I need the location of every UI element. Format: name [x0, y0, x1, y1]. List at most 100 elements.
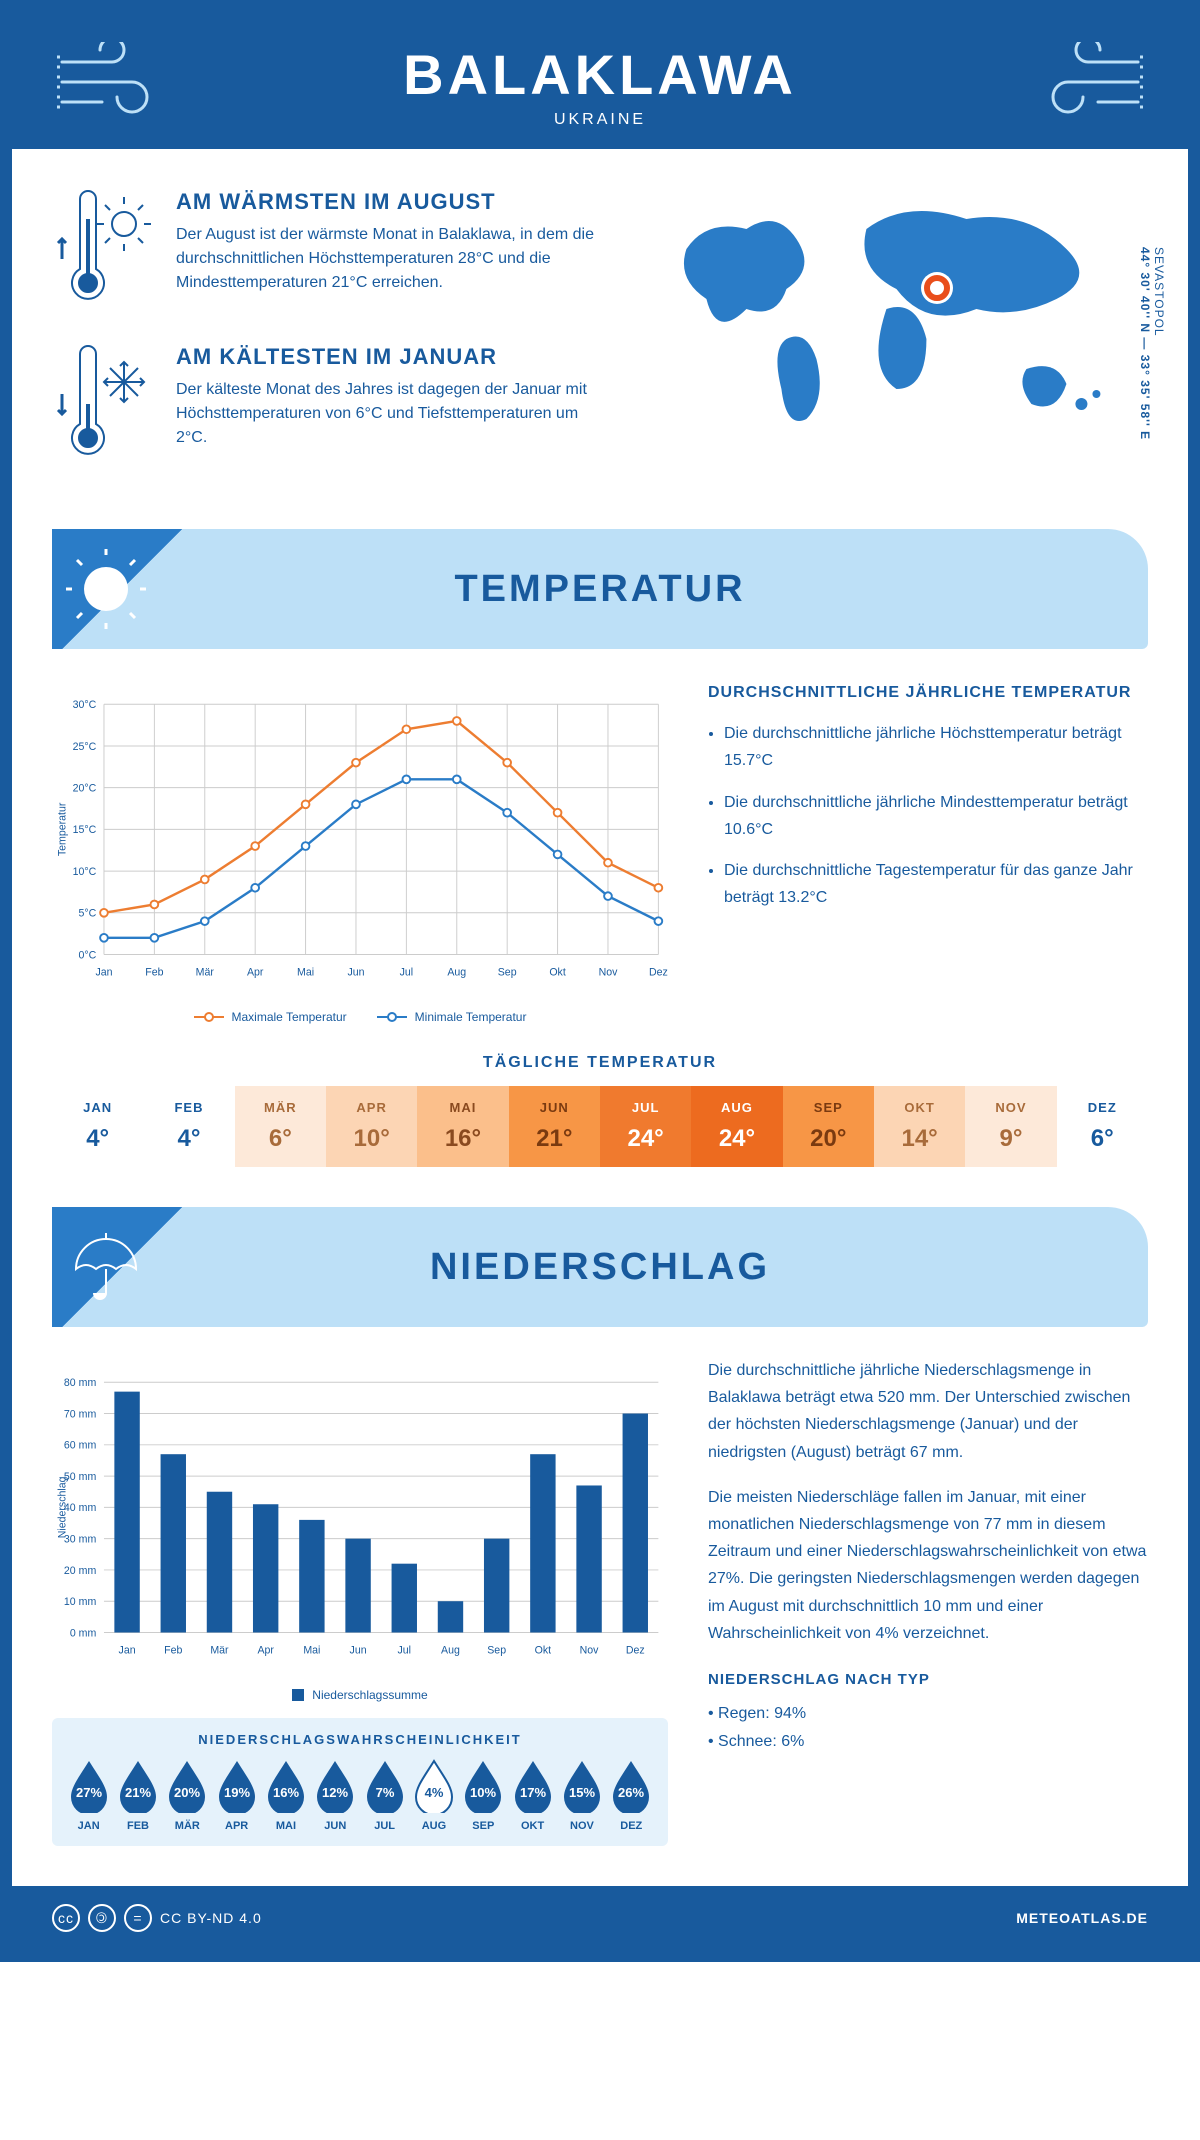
svg-text:Jul: Jul — [400, 967, 414, 979]
section-banner-temperature: TEMPERATUR — [52, 529, 1148, 649]
precip-drop: 16% MAI — [263, 1757, 308, 1832]
svg-text:Sep: Sep — [498, 967, 517, 979]
precip-drop: 19% APR — [214, 1757, 259, 1832]
coordinates: SEVASTOPOL44° 30' 40'' N — 33° 35' 58'' … — [1138, 189, 1166, 499]
precip-drop: 4% AUG — [411, 1757, 456, 1832]
svg-text:15%: 15% — [569, 1785, 595, 1800]
svg-text:Mai: Mai — [303, 1645, 320, 1657]
chart-legend: Niederschlagssumme — [52, 1688, 668, 1702]
svg-text:20%: 20% — [174, 1785, 200, 1800]
daily-temp-cell: NOV9° — [965, 1086, 1056, 1167]
page-subtitle: UKRAINE — [52, 111, 1148, 129]
sun-icon — [52, 529, 192, 649]
svg-text:70 mm: 70 mm — [64, 1408, 97, 1420]
header: BALAKLAWA UKRAINE — [12, 12, 1188, 149]
svg-text:Apr: Apr — [247, 967, 264, 979]
svg-text:5°C: 5°C — [79, 908, 97, 920]
summary-bullet: Die durchschnittliche jährliche Höchstte… — [724, 720, 1148, 774]
precip-summary: Die durchschnittliche jährliche Niedersc… — [708, 1357, 1148, 1846]
daily-temp-cell: JUL24° — [600, 1086, 691, 1167]
precip-bar-chart: 0 mm10 mm20 mm30 mm40 mm50 mm60 mm70 mm8… — [52, 1357, 668, 1702]
fact-warmest: AM WÄRMSTEN IM AUGUST Der August ist der… — [52, 189, 605, 314]
svg-text:Sep: Sep — [487, 1645, 506, 1657]
precip-drop: 10% SEP — [461, 1757, 506, 1832]
daily-temp-cell: FEB4° — [143, 1086, 234, 1167]
nd-icon: = — [124, 1904, 152, 1932]
summary-bullet: Die durchschnittliche jährliche Mindestt… — [724, 789, 1148, 843]
precip-drop: 21% FEB — [115, 1757, 160, 1832]
wind-icon — [1028, 42, 1148, 122]
svg-text:4%: 4% — [425, 1785, 444, 1800]
svg-text:Dez: Dez — [626, 1645, 645, 1657]
daily-temp-cell: OKT14° — [874, 1086, 965, 1167]
precip-drop: 27% JAN — [66, 1757, 111, 1832]
wind-icon — [52, 42, 172, 122]
daily-temp-cell: APR10° — [326, 1086, 417, 1167]
daily-temp-cell: DEZ6° — [1057, 1086, 1148, 1167]
daily-temp-cell: AUG24° — [691, 1086, 782, 1167]
daily-temp-cell: MAI16° — [417, 1086, 508, 1167]
summary-bullet: Die durchschnittliche Tagestemperatur fü… — [724, 857, 1148, 911]
svg-text:15°C: 15°C — [73, 824, 97, 836]
daily-temp-title: TÄGLICHE TEMPERATUR — [52, 1054, 1148, 1072]
svg-text:0 mm: 0 mm — [70, 1627, 97, 1639]
svg-text:Nov: Nov — [580, 1645, 600, 1657]
svg-text:26%: 26% — [618, 1785, 644, 1800]
svg-text:12%: 12% — [322, 1785, 348, 1800]
svg-text:16%: 16% — [273, 1785, 299, 1800]
daily-temp-cell: JUN21° — [509, 1086, 600, 1167]
svg-text:Jun: Jun — [347, 967, 364, 979]
daily-temp-cell: JAN4° — [52, 1086, 143, 1167]
precip-drop: 20% MÄR — [165, 1757, 210, 1832]
svg-text:Jul: Jul — [398, 1645, 412, 1657]
svg-text:17%: 17% — [520, 1785, 546, 1800]
svg-text:Mär: Mär — [210, 1645, 229, 1657]
svg-text:19%: 19% — [224, 1785, 250, 1800]
precip-drop: 12% JUN — [313, 1757, 358, 1832]
fact-coldest: AM KÄLTESTEN IM JANUAR Der kälteste Mona… — [52, 344, 605, 469]
temperature-summary: DURCHSCHNITTLICHE JÄHRLICHE TEMPERATUR D… — [708, 679, 1148, 1024]
daily-temp-cell: SEP20° — [783, 1086, 874, 1167]
thermometer-snow-icon — [52, 344, 152, 469]
svg-text:Temperatur: Temperatur — [56, 802, 68, 856]
svg-text:0°C: 0°C — [79, 949, 97, 961]
svg-text:7%: 7% — [375, 1785, 394, 1800]
world-map — [645, 189, 1148, 449]
precip-type-line: • Schnee: 6% — [708, 1728, 1148, 1755]
section-title: NIEDERSCHLAG — [430, 1246, 770, 1289]
precip-type-line: • Regen: 94% — [708, 1700, 1148, 1727]
svg-text:10 mm: 10 mm — [64, 1596, 97, 1608]
fact-text: Der kälteste Monat des Jahres ist dagege… — [176, 378, 605, 450]
svg-text:Okt: Okt — [549, 967, 566, 979]
fact-title: AM KÄLTESTEN IM JANUAR — [176, 344, 605, 370]
footer: cc 🄯 = CC BY-ND 4.0 METEOATLAS.DE — [12, 1886, 1188, 1950]
umbrella-icon — [52, 1207, 192, 1327]
svg-text:10%: 10% — [470, 1785, 496, 1800]
map-marker-icon — [924, 275, 950, 301]
svg-text:10°C: 10°C — [73, 866, 97, 878]
svg-text:40 mm: 40 mm — [64, 1502, 97, 1514]
precip-probability-box: NIEDERSCHLAGSWAHRSCHEINLICHKEIT 27% JAN … — [52, 1718, 668, 1846]
svg-text:Okt: Okt — [535, 1645, 552, 1657]
svg-text:50 mm: 50 mm — [64, 1471, 97, 1483]
chart-legend: Maximale Temperatur Minimale Temperatur — [52, 1010, 668, 1024]
svg-text:27%: 27% — [76, 1785, 102, 1800]
brand: METEOATLAS.DE — [1016, 1910, 1148, 1926]
temperature-line-chart: 0°C5°C10°C15°C20°C25°C30°CJanFebMärAprMa… — [52, 679, 668, 1024]
svg-text:Feb: Feb — [164, 1645, 182, 1657]
svg-text:30 mm: 30 mm — [64, 1534, 97, 1546]
license: cc 🄯 = CC BY-ND 4.0 — [52, 1904, 262, 1932]
svg-text:21%: 21% — [125, 1785, 151, 1800]
svg-text:Jun: Jun — [350, 1645, 367, 1657]
svg-text:Nov: Nov — [599, 967, 619, 979]
svg-text:25°C: 25°C — [73, 741, 97, 753]
svg-text:20°C: 20°C — [73, 783, 97, 795]
cc-icon: cc — [52, 1904, 80, 1932]
svg-text:Niederschlag: Niederschlag — [56, 1476, 68, 1538]
daily-temp-cell: MÄR6° — [235, 1086, 326, 1167]
precip-drop: 15% NOV — [559, 1757, 604, 1832]
fact-text: Der August ist der wärmste Monat in Bala… — [176, 223, 605, 295]
svg-text:Mär: Mär — [196, 967, 215, 979]
section-title: TEMPERATUR — [454, 568, 745, 611]
precip-drop: 7% JUL — [362, 1757, 407, 1832]
